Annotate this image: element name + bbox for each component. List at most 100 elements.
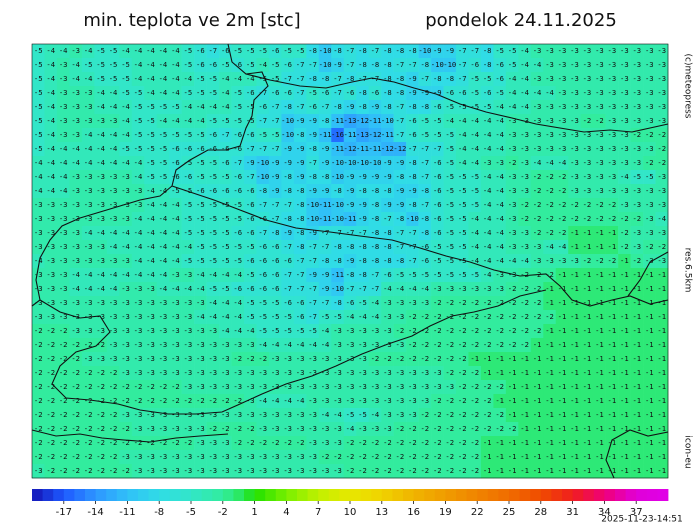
value-cell	[81, 44, 95, 59]
value-cell	[605, 156, 619, 171]
value-cell	[381, 268, 394, 283]
value-label: -4	[146, 200, 155, 209]
value-cell	[32, 254, 45, 269]
value-cell	[44, 366, 58, 381]
value-label: -4	[495, 130, 504, 139]
colorbar-swatch	[562, 489, 573, 501]
value-cell	[406, 366, 419, 381]
value-label: -4	[483, 130, 492, 139]
value-cell	[343, 282, 357, 297]
value-cell	[543, 212, 557, 227]
value-label: -4	[134, 158, 143, 167]
value-cell	[505, 142, 519, 157]
value-label: -3	[333, 368, 342, 377]
value-label: -1	[558, 452, 567, 461]
value-cell	[268, 72, 282, 87]
value-cell	[443, 338, 457, 353]
value-cell	[418, 128, 432, 143]
value-cell	[81, 324, 95, 339]
value-label: -5	[208, 158, 217, 167]
value-cell	[194, 212, 207, 227]
value-cell	[81, 212, 95, 227]
value-cell	[318, 72, 332, 87]
value-cell	[643, 170, 656, 185]
value-cell	[293, 296, 307, 311]
value-label: -2	[508, 284, 517, 293]
value-label: -3	[246, 452, 255, 461]
value-cell	[206, 282, 220, 297]
value-label: -1	[570, 410, 579, 419]
value-label: -5	[184, 130, 193, 139]
value-label: -3	[96, 256, 105, 265]
value-label: -4	[159, 60, 168, 69]
value-label: -2	[545, 228, 554, 237]
value-cell	[443, 86, 457, 101]
value-cell	[256, 128, 270, 143]
value-label: -2	[34, 396, 43, 405]
value-label: -1	[608, 354, 617, 363]
value-label: -5	[408, 270, 417, 279]
value-cell	[256, 114, 270, 129]
value-label: -1	[595, 340, 604, 349]
value-label: -4	[146, 256, 155, 265]
value-cell	[368, 394, 382, 409]
value-cell	[306, 338, 320, 353]
colorbar-swatch	[434, 489, 446, 501]
value-label: -2	[445, 326, 454, 335]
value-cell	[530, 184, 544, 199]
value-cell	[194, 254, 207, 269]
value-cell	[231, 184, 245, 199]
value-cell	[119, 142, 133, 157]
value-cell	[555, 142, 569, 157]
value-cell	[543, 184, 557, 199]
value-cell	[244, 58, 257, 73]
value-cell	[406, 338, 419, 353]
value-label: -6	[196, 60, 205, 69]
value-label: -5	[296, 46, 305, 55]
colorbar-swatch	[286, 489, 298, 501]
value-cell	[505, 212, 519, 227]
value-cell	[443, 212, 457, 227]
value-label: -1	[570, 396, 579, 405]
value-label: -3	[271, 452, 280, 461]
value-cell	[655, 198, 669, 213]
value-label: -5	[233, 256, 242, 265]
value-label: -4	[96, 228, 105, 237]
value-cell	[56, 254, 70, 269]
value-cell	[106, 58, 120, 73]
value-label: -6	[271, 88, 280, 97]
value-cell	[293, 226, 307, 241]
value-label: -5	[233, 116, 242, 125]
value-label: -3	[96, 186, 105, 195]
value-cell	[368, 338, 382, 353]
value-label: -3	[59, 214, 68, 223]
value-cell	[343, 366, 357, 381]
value-cell	[94, 198, 108, 213]
value-label: -4	[495, 242, 504, 251]
value-cell	[244, 184, 257, 199]
value-cell	[480, 58, 494, 73]
value-label: -5	[196, 242, 205, 251]
value-label: -1	[545, 396, 554, 405]
value-label: -3	[632, 144, 641, 153]
value-label: -2	[184, 396, 193, 405]
value-label: -2	[96, 396, 105, 405]
value-cell	[181, 58, 195, 73]
value-cell	[69, 324, 83, 339]
value-cell	[443, 324, 457, 339]
value-label: -1	[533, 466, 542, 475]
value-label: -3	[433, 368, 442, 377]
value-label: -4	[495, 186, 504, 195]
value-label: -3	[545, 256, 554, 265]
value-label: -1	[583, 242, 592, 251]
value-cell	[393, 58, 407, 73]
value-cell	[468, 156, 482, 171]
value-label: -3	[358, 382, 367, 391]
value-label: -6	[495, 60, 504, 69]
value-label: -4	[96, 102, 105, 111]
value-cell	[381, 128, 394, 143]
value-cell	[368, 212, 382, 227]
value-cell	[119, 128, 133, 143]
value-label: -3	[84, 326, 93, 335]
value-label: -3	[121, 368, 130, 377]
